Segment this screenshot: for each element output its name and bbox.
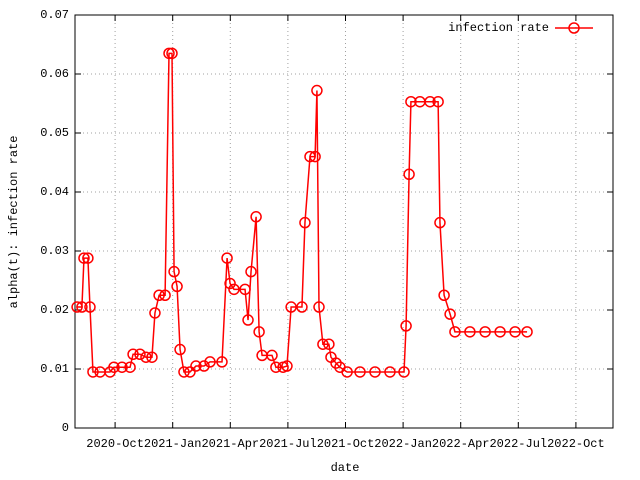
point <box>82 252 94 264</box>
y-tick-label: 0.03 <box>40 244 69 258</box>
point <box>341 366 353 378</box>
point <box>313 301 325 313</box>
point <box>403 168 415 181</box>
point <box>184 366 196 378</box>
point <box>124 361 136 373</box>
point <box>285 301 297 313</box>
point <box>250 211 262 223</box>
point <box>174 343 186 356</box>
point <box>153 289 165 301</box>
point <box>479 326 491 338</box>
x-tick-label: 2022-Apr <box>432 437 490 451</box>
point <box>190 360 202 372</box>
point <box>299 216 311 229</box>
x-tick-label: 2021-Jan <box>144 437 202 451</box>
point <box>159 289 171 301</box>
point <box>405 95 417 108</box>
point <box>87 366 99 378</box>
point <box>400 320 412 332</box>
point <box>140 351 152 363</box>
point <box>317 338 329 350</box>
point <box>323 338 335 350</box>
point <box>166 47 178 60</box>
y-tick-label: 0.01 <box>40 362 69 376</box>
point <box>444 308 456 320</box>
point <box>108 361 120 373</box>
point <box>281 360 293 372</box>
point <box>245 265 257 278</box>
point <box>309 150 321 163</box>
point <box>296 301 308 313</box>
point <box>354 366 366 378</box>
y-tick-label: 0 <box>62 421 69 435</box>
point <box>224 277 236 290</box>
x-tick-label: 2022-Jan <box>374 437 432 451</box>
point <box>266 349 278 362</box>
point <box>168 265 180 278</box>
point <box>253 326 265 338</box>
point <box>127 348 139 360</box>
point <box>464 326 476 338</box>
point <box>76 301 88 313</box>
point <box>438 289 450 301</box>
point <box>239 283 251 296</box>
x-tick-label: 2021-Jul <box>259 437 317 451</box>
point <box>369 366 381 378</box>
point <box>134 348 146 360</box>
x-tick-label: 2020-Oct <box>86 437 144 451</box>
point <box>384 366 396 378</box>
y-tick-label: 0.05 <box>40 126 69 140</box>
y-tick-label: 0.02 <box>40 303 69 317</box>
point <box>270 361 282 373</box>
x-tick-label: 2022-Oct <box>547 437 605 451</box>
point <box>434 216 446 229</box>
point <box>242 314 254 326</box>
point <box>116 361 128 373</box>
legend-label: infection rate <box>448 21 549 35</box>
point <box>304 150 316 163</box>
point <box>398 366 410 378</box>
point <box>78 252 90 264</box>
y-axis-label: alpha(t): infection rate <box>7 136 21 309</box>
y-tick-label: 0.06 <box>40 67 69 81</box>
x-tick-label: 2021-Apr <box>201 437 259 451</box>
x-tick-label: 2021-Oct <box>317 437 375 451</box>
y-tick-label: 0.07 <box>40 8 69 22</box>
point <box>216 356 228 368</box>
point <box>198 360 210 372</box>
point <box>149 307 161 319</box>
point <box>146 351 158 363</box>
point <box>311 84 323 97</box>
point <box>432 95 444 108</box>
x-tick-label: 2022-Jul <box>489 437 547 451</box>
point <box>449 326 461 338</box>
point <box>228 283 240 296</box>
point <box>221 252 233 264</box>
point <box>509 326 521 338</box>
point <box>424 95 436 108</box>
point <box>163 47 175 60</box>
point <box>204 356 216 368</box>
point <box>171 280 183 293</box>
plot-border <box>74 14 614 429</box>
point <box>521 326 533 338</box>
point <box>71 301 83 313</box>
x-axis-label: date <box>331 461 360 475</box>
series-line <box>77 52 528 373</box>
legend-marker <box>568 22 580 34</box>
point <box>178 366 190 378</box>
y-tick-label: 0.04 <box>40 185 69 199</box>
point <box>494 326 506 338</box>
point <box>84 301 96 313</box>
